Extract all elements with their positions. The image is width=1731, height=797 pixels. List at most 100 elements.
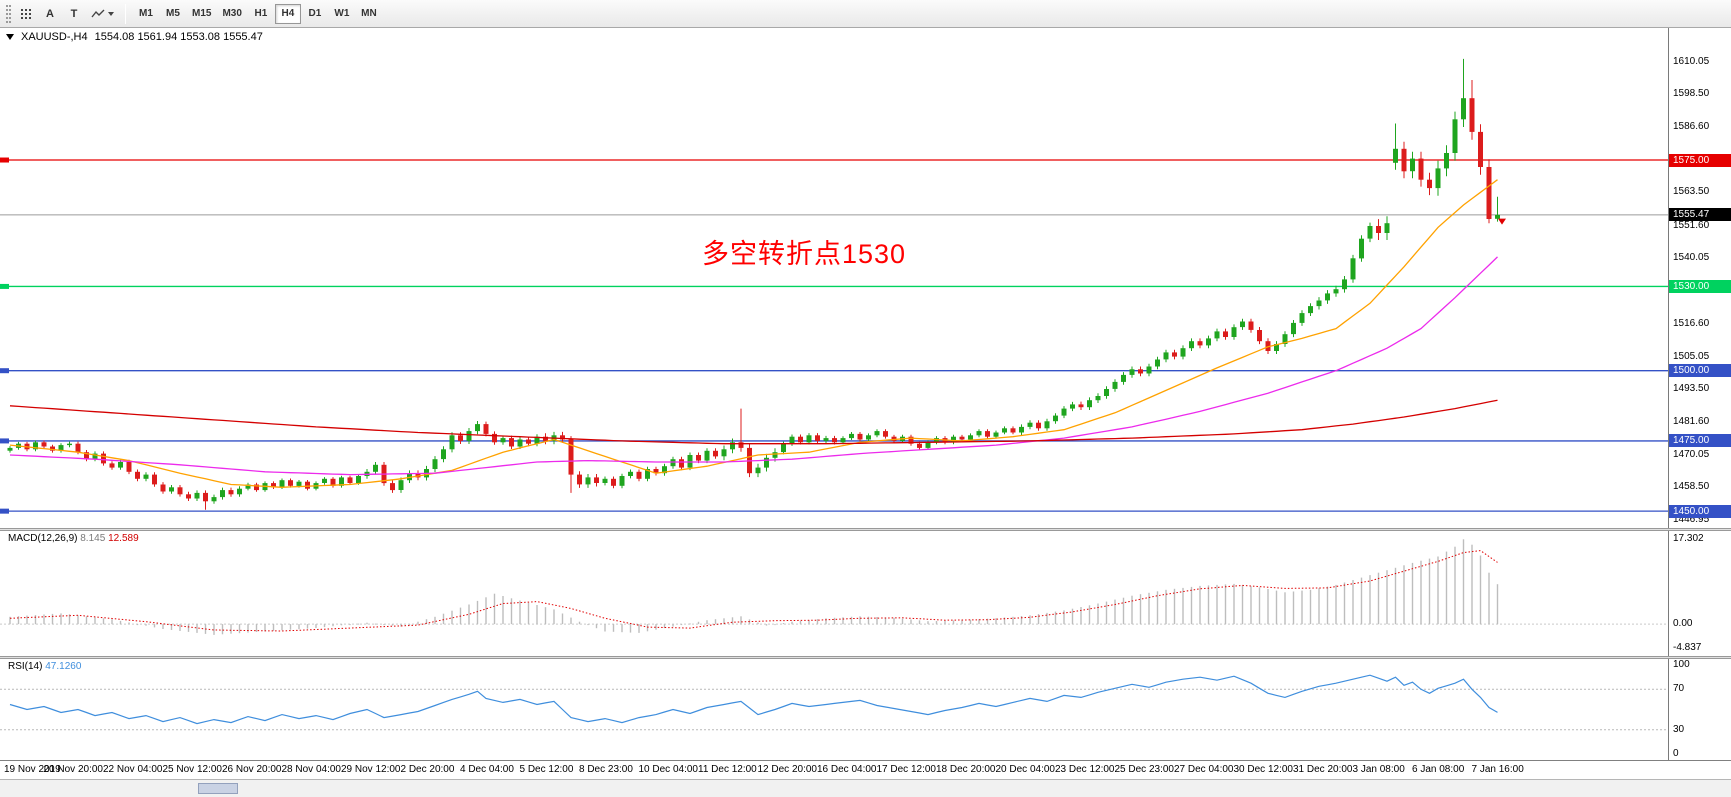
text-tool-icon[interactable]: T [63, 4, 85, 24]
horizontal-scrollbar [0, 779, 1731, 797]
axis-tick: 1540.05 [1673, 252, 1710, 264]
tf-h1-button[interactable]: H1 [248, 4, 274, 24]
tf-m5-button[interactable]: M5 [160, 4, 186, 24]
ma-slow [9, 399, 1498, 445]
time-label: 27 Dec 04:00 [1174, 764, 1234, 775]
axis-tick: 1598.50 [1673, 88, 1710, 99]
time-axis[interactable]: 19 Nov 2019 20 Nov 20:00 22 Nov 04:00 25 No… [0, 760, 1731, 779]
axis-tick: 1470.05 [1673, 448, 1710, 460]
price-label: 1500.00 [1669, 364, 1731, 378]
time-label: 2 Dec 20:00 [400, 764, 455, 775]
time-label: 19 Nov 2019 [4, 764, 61, 775]
annotation-text[interactable]: 多空转折点1530 [702, 239, 907, 269]
toolbar-grip[interactable] [6, 4, 8, 23]
macd-panel[interactable]: MACD(12,26,9) 8.145 12.589 [0, 531, 1668, 656]
axis-tick: 1458.50 [1673, 481, 1710, 493]
hline-handle [0, 157, 9, 163]
ma-fast [9, 179, 1498, 488]
axis-tick: 0 [1673, 748, 1679, 759]
tf-m1-button[interactable]: M1 [133, 4, 159, 24]
price-label: 1555.47 [1669, 208, 1731, 222]
time-label: 26 Nov 20:00 [222, 764, 282, 775]
macd-axis[interactable]: 17.302 0.00 -4.837 [1668, 531, 1731, 656]
hline-handle [0, 368, 9, 374]
price-label: 1530.00 [1669, 279, 1731, 293]
toolbar-separator [125, 3, 126, 24]
rsi-axis[interactable]: 100 70 30 0 [1668, 659, 1731, 760]
hline-handle [0, 283, 9, 289]
rsi-value: 47.1260 [45, 661, 82, 672]
axis-tick: 1563.50 [1673, 186, 1710, 198]
time-label: 10 Dec 04:00 [638, 764, 699, 775]
time-label: 20 Dec 04:00 [995, 764, 1056, 775]
price-axis[interactable]: 1610.05 1598.50 1586.60 1563.50 1551.60 1540.… [1668, 28, 1731, 528]
dropdown-caret-icon [108, 11, 114, 16]
symbol-label: XAUUSD-,H4 [21, 31, 88, 43]
tf-m15-button[interactable]: M15 [187, 4, 216, 24]
time-label: 8 Dec 23:00 [579, 764, 633, 775]
charts-grid-icon[interactable] [15, 4, 37, 24]
axis-tick: 17.302 [1673, 533, 1704, 545]
ohlc-values: 1554.08 1561.94 1553.08 1555.47 [94, 31, 263, 43]
panel-separator[interactable] [0, 528, 1731, 531]
zigzag-icon [91, 9, 105, 17]
time-label: 11 Dec 12:00 [698, 764, 757, 775]
axis-tick: 1586.60 [1673, 121, 1710, 133]
sell-arrow-icon [1498, 218, 1506, 225]
time-label: 17 Dec 12:00 [876, 764, 937, 775]
axis-tick: 70 [1673, 683, 1685, 695]
time-label: 25 Nov 12:00 [162, 764, 223, 775]
time-label: 22 Nov 04:00 [103, 764, 163, 775]
time-label: 31 Dec 20:00 [1293, 764, 1353, 775]
time-label: 29 Nov 12:00 [341, 764, 401, 775]
axis-tick: 30 [1673, 723, 1685, 735]
tf-h4-button[interactable]: H4 [274, 3, 301, 24]
tf-mn-button[interactable]: MN [356, 4, 382, 24]
hline-handle [0, 438, 9, 444]
line-studies-icon[interactable] [87, 4, 118, 24]
rsi-panel[interactable]: RSI(14) 47.1260 [0, 659, 1668, 760]
time-label: 4 Dec 04:00 [460, 764, 514, 775]
scrollbar-thumb[interactable] [198, 783, 238, 794]
axis-tick: 1610.05 [1673, 55, 1710, 67]
tf-m30-button[interactable]: M30 [217, 4, 246, 24]
axis-tick: 1493.50 [1673, 382, 1710, 394]
axis-tick: 1516.60 [1673, 318, 1710, 330]
time-label: 28 Nov 04:00 [281, 764, 342, 775]
macd-label: MACD(12,26,9) 8.145 12.589 [8, 533, 139, 544]
time-label: 16 Dec 04:00 [817, 764, 877, 775]
time-label: 6 Jan 08:00 [1412, 764, 1465, 775]
rsi-label: RSI(14) 47.1260 [8, 661, 82, 672]
axis-tick: 1481.60 [1673, 416, 1710, 428]
main-chart-canvas[interactable]: XAUUSD-,H4 1554.08 1561.94 1553.08 1555.… [0, 28, 1668, 528]
panel-separator[interactable] [0, 656, 1731, 659]
rsi-line [9, 674, 1498, 725]
price-label: 1450.00 [1669, 504, 1731, 518]
tf-w1-button[interactable]: W1 [329, 4, 355, 24]
time-label: 25 Dec 23:00 [1114, 764, 1175, 775]
time-label: 30 Dec 12:00 [1233, 764, 1294, 775]
time-label: 12 Dec 20:00 [757, 764, 818, 775]
axis-tick: 1551.60 [1673, 219, 1710, 231]
macd-signal-value: 12.589 [108, 533, 139, 544]
collapse-ohlc-icon[interactable] [6, 34, 14, 40]
cursor-tool-icon[interactable]: A [39, 4, 61, 24]
ohlc-header: XAUUSD-,H4 1554.08 1561.94 1553.08 1555.… [6, 31, 263, 43]
axis-tick: 100 [1673, 659, 1690, 670]
time-label: 23 Dec 12:00 [1055, 764, 1115, 775]
toolbar: A T M1 M5 M15 M30 H1 H4 D1 W1 MN [0, 0, 1731, 28]
tf-d1-button[interactable]: D1 [302, 4, 328, 24]
axis-tick: 0.00 [1673, 618, 1693, 630]
time-label: 3 Jan 08:00 [1352, 764, 1405, 775]
ma-mid [9, 256, 1498, 476]
hline-handle [0, 508, 9, 514]
macd-signal-line [9, 550, 1498, 632]
macd-main-value: 8.145 [80, 533, 106, 544]
time-label: 18 Dec 20:00 [936, 764, 996, 775]
axis-tick: 1505.05 [1673, 350, 1710, 362]
axis-tick: 1446.95 [1673, 513, 1710, 525]
time-label: 5 Dec 12:00 [519, 764, 574, 775]
axis-tick: -4.837 [1673, 641, 1702, 653]
price-label: 1475.00 [1669, 434, 1731, 448]
